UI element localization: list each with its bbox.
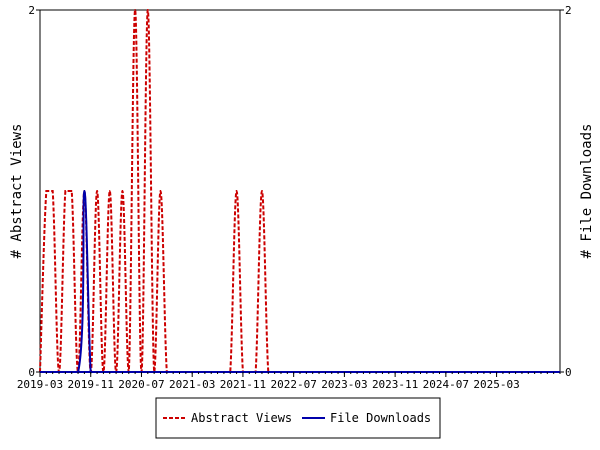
y-tick-label-right: 0 <box>565 366 572 379</box>
legend-label-abstract-views: Abstract Views <box>191 411 292 425</box>
x-tick-label: 2024-07 <box>423 378 469 391</box>
y-tick-label-right: 2 <box>565 4 572 17</box>
x-tick-label: 2020-07 <box>118 378 164 391</box>
series-line-abstract-views <box>39 8 560 374</box>
legend-label-file-downloads: File Downloads <box>330 411 431 425</box>
x-tick-label: 2019-11 <box>68 378 114 391</box>
x-tick-label: 2023-11 <box>372 378 418 391</box>
x-tick-label: 2021-03 <box>169 378 215 391</box>
x-tick-label: 2025-03 <box>473 378 519 391</box>
x-tick-label: 2019-03 <box>17 378 63 391</box>
x-tick-label: 2023-03 <box>321 378 367 391</box>
x-axis: 2019-03 2019-11 2020-07 2021-03 2021-11 2022-… <box>17 372 561 391</box>
y-axis-title-right: # File Downloads <box>579 124 595 259</box>
legend-box <box>155 397 441 439</box>
x-tick-label: 2022-07 <box>270 378 316 391</box>
y-axes: 0 2 0 2 <box>28 4 571 379</box>
y-axis-title-left: # Abstract Views <box>9 124 25 259</box>
series-line-file-downloads <box>40 189 560 374</box>
x-tick-label: 2021-11 <box>220 378 266 391</box>
y-tick-label-left: 0 <box>28 366 35 379</box>
y-tick-label-left: 2 <box>28 4 35 17</box>
legend: Abstract Views File Downloads <box>155 397 441 439</box>
series-layer <box>39 8 561 374</box>
